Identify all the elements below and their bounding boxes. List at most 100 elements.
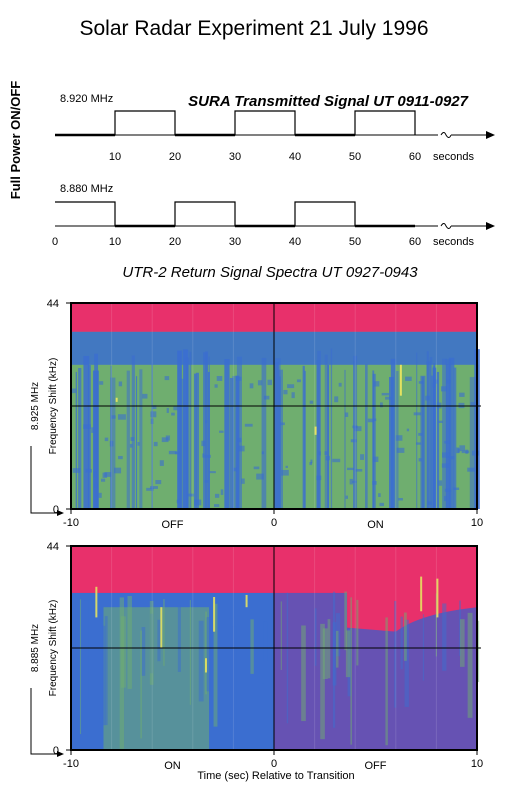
spectrum-speckle — [118, 381, 123, 387]
y-tick-label: 0 — [53, 745, 59, 757]
spectrum-speckle — [447, 456, 455, 460]
spectrum-stripe — [448, 357, 455, 509]
transmit-row1-freq: 8.920 MHz — [60, 93, 113, 105]
spectrum-speckle — [381, 392, 390, 396]
spectrum-speckle — [379, 402, 383, 408]
spectrum-speckle — [72, 468, 81, 473]
spectrum-speckle — [287, 384, 295, 389]
spectrum-speckle — [373, 381, 380, 387]
spectrum-stripe — [72, 594, 76, 649]
spectrum-stripe — [344, 591, 347, 651]
signal-streak — [420, 576, 423, 612]
spectrum-speckle — [146, 487, 154, 491]
spectrum-speckle — [104, 437, 109, 442]
x-tick-label: 0 — [271, 517, 277, 529]
spectrum-stripe — [177, 350, 182, 509]
spectrum-speckle — [378, 493, 381, 498]
spectrum-stripe — [198, 620, 204, 702]
spectrum-speckle — [350, 439, 357, 443]
transmit-row1-seconds: seconds — [433, 151, 474, 163]
spectrum-stripe — [416, 352, 418, 509]
spectrum-speckle — [446, 379, 451, 384]
page-title: Solar Radar Experiment 21 July 1996 — [79, 17, 428, 40]
spectrum-speckle — [470, 402, 476, 407]
spectrum-speckle — [109, 440, 114, 447]
spectrum-stripe — [149, 600, 154, 685]
spectrum-stripe — [140, 630, 142, 739]
spectrum-speckle — [257, 380, 263, 386]
spectrum-speckle — [263, 395, 270, 400]
spectrum-stripe — [372, 373, 376, 509]
spectrum-stripe — [436, 371, 440, 509]
spectrum-speckle — [433, 379, 438, 384]
spectrum-speckle — [130, 437, 135, 441]
spectrum-speckle — [374, 418, 377, 422]
spectrum-stripe — [195, 372, 199, 509]
spectrum-stripe — [236, 356, 242, 509]
spectrum-stripe — [275, 358, 281, 509]
spectrum-stripe — [327, 619, 331, 679]
spectrum-stripe — [194, 373, 197, 509]
spectrum-stripe — [429, 356, 433, 509]
spectrum-stripe — [446, 364, 451, 509]
spectrum-speckle — [209, 471, 216, 474]
spectrum-speckle — [279, 422, 285, 426]
spectrum-speckle — [220, 489, 224, 495]
spectrum-speckle — [91, 427, 94, 433]
arrow-icon — [486, 222, 495, 230]
spectrum-speckle — [118, 455, 123, 460]
spectrum-stripe — [353, 361, 355, 509]
x-tick-label: -10 — [63, 517, 79, 529]
spectrum-speckle — [367, 418, 374, 423]
spectrum-speckle — [233, 467, 238, 472]
spectrum-stripe — [206, 617, 211, 692]
axis-break-icon — [440, 132, 452, 138]
spectrum-stripe — [442, 358, 448, 509]
spectrum-stripe — [75, 371, 77, 509]
spectrum-stripe — [110, 365, 113, 509]
spectra-title: UTR-2 Return Signal Spectra UT 0927-0943 — [122, 264, 418, 281]
spectrum-stripe — [320, 623, 325, 740]
freq-bracket — [30, 688, 60, 755]
spectrum-stripe — [304, 370, 306, 509]
transmit-tick-label: 20 — [169, 236, 181, 248]
transmit-tick-label: 40 — [289, 151, 301, 163]
x-tick-label: 10 — [471, 758, 483, 770]
spectrum-speckle — [159, 460, 164, 466]
spectrum-speckle — [471, 450, 480, 456]
spectrum-stripe — [435, 593, 438, 657]
spectrum-speckle — [318, 451, 321, 456]
spectrum-freq-label: 8.925 MHz — [30, 382, 41, 430]
spectrum-speckle — [418, 381, 424, 384]
spectrum-speckle — [310, 459, 313, 464]
spectrum-stripe — [205, 611, 208, 695]
signal-streak — [245, 594, 248, 608]
spectrum-speckle — [456, 447, 460, 454]
spectrum-speckle — [345, 412, 349, 417]
spectrum-speckle — [432, 382, 437, 388]
spectrum-speckle — [395, 435, 403, 441]
spectrum-speckle — [249, 383, 254, 389]
y-tick-label: 44 — [47, 541, 59, 553]
spectrum-stripe — [335, 630, 339, 668]
spectrum-stripe — [469, 377, 476, 509]
freq-bracket — [30, 446, 60, 514]
spectrum-stripe — [211, 616, 214, 665]
spectrum-speckle — [152, 405, 157, 410]
spectrum-stripe — [213, 603, 218, 727]
spectrum-speckle — [444, 495, 447, 502]
spectrum-stripe — [394, 600, 397, 708]
spectrum-speckle — [187, 493, 194, 497]
spectrum-stripe — [84, 600, 89, 700]
spectrum-panel-1: 44 0 Frequency Shift (kHz) 8.925 MHz -10 0 10 O… — [30, 298, 483, 531]
spectrum-speckle — [104, 472, 112, 477]
spectrum-speckle — [164, 376, 170, 381]
spectrum-speckle — [345, 495, 348, 499]
spectrum-stripe — [131, 355, 135, 509]
spectrum-speckle — [352, 480, 357, 483]
spectrum-stripe — [350, 597, 353, 745]
spectrum-speckle — [458, 402, 465, 409]
spectrum-speckle — [372, 456, 379, 463]
spectrum-speckle — [436, 402, 442, 409]
spectrum-speckle — [438, 420, 443, 423]
